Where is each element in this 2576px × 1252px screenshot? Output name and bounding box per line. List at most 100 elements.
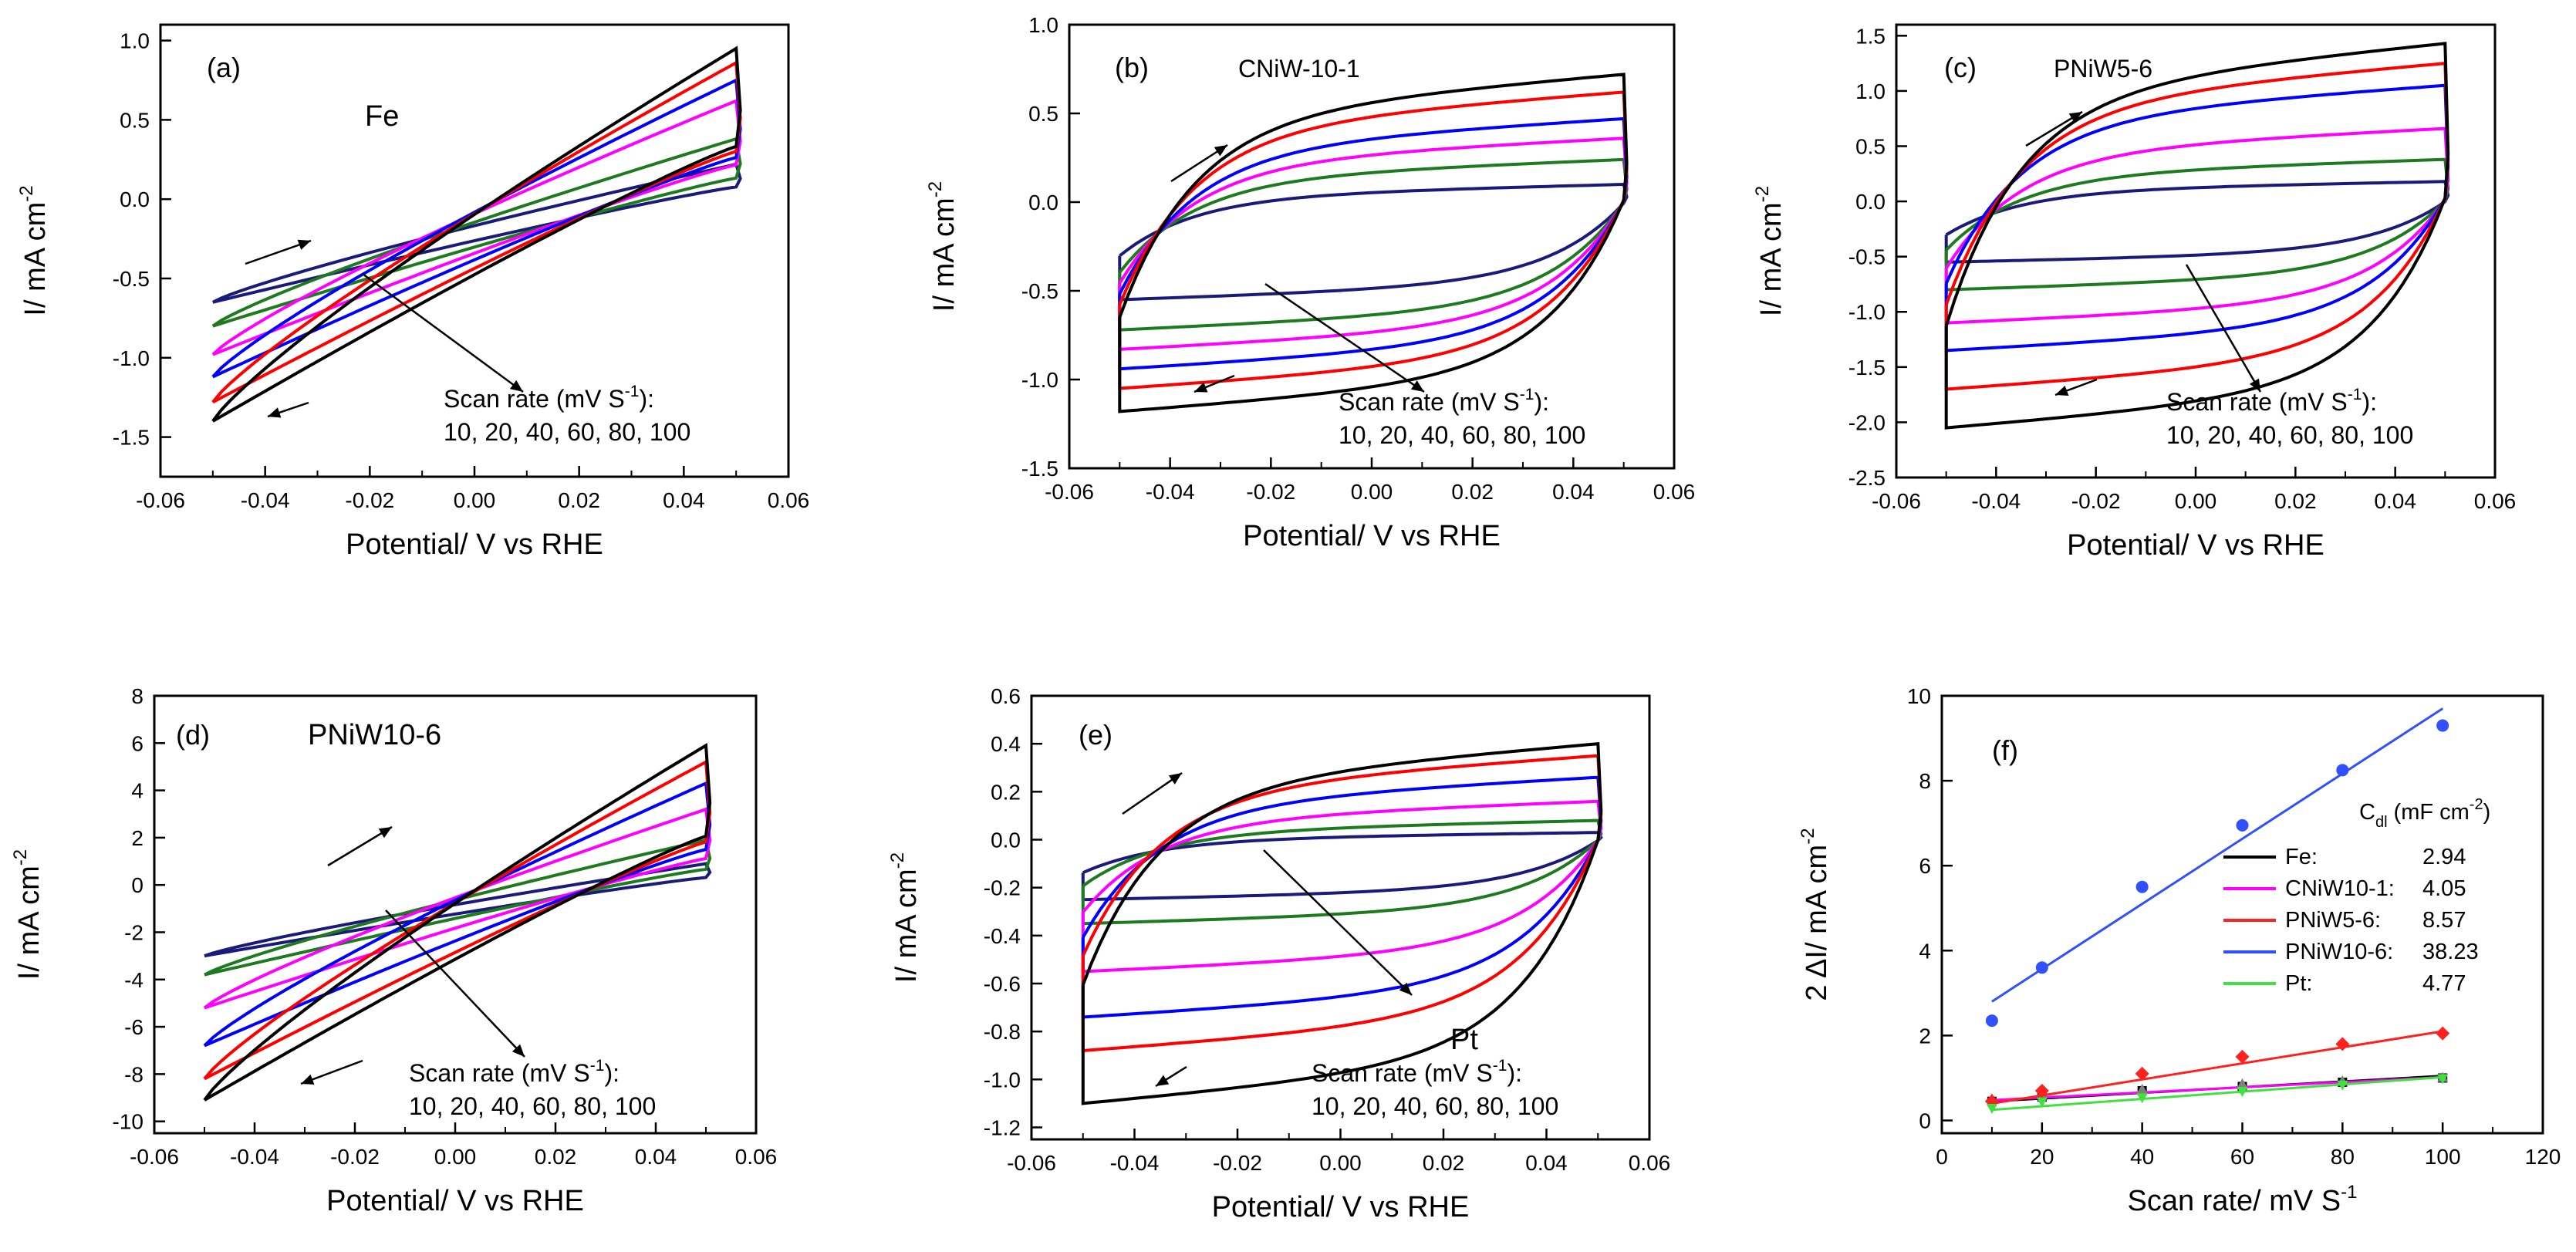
scan-rate-title-sup: -1 — [1520, 386, 1534, 403]
trend-arrow-shaft — [362, 272, 524, 393]
panel-label: (f) — [1992, 734, 2018, 766]
trend-arrow-head — [511, 1044, 525, 1057]
y-tick-label: 0.0 — [120, 187, 150, 211]
scan-rate-title-text: Scan rate (mV S — [1312, 1059, 1493, 1087]
panel-1-axes: -0.06 -0.04 -0.02 0.00 0.02 0.04 0.06 1.0 0.5 0.0… — [925, 13, 1695, 552]
y-tick-label: -0.5 — [113, 267, 150, 291]
scan-rate-title: Scan rate (mV S-1): — [2166, 386, 2377, 416]
x-tick-label: 0.04 — [1552, 480, 1595, 504]
x-tick-label: 0.00 — [1319, 1151, 1362, 1175]
x-axis-label: Potential/ V vs RHE — [346, 528, 603, 561]
panel-label: (a) — [207, 52, 241, 83]
y-tick-label: 6 — [1919, 854, 1931, 878]
y-tick-label: 4 — [1919, 939, 1931, 963]
y-axis-label-text: I/ mA cm — [13, 866, 46, 980]
data-point — [2136, 1083, 2148, 1094]
x-axis-label-text: Potential/ V vs RHE — [1243, 520, 1501, 552]
scan-rate-values: 10, 20, 40, 60, 80, 100 — [2166, 421, 2413, 449]
panel-label: (d) — [176, 719, 210, 751]
trend-arrow-head — [509, 380, 523, 392]
y-axis-label-text: I/ mA cm — [928, 197, 961, 312]
x-tick-label: 120 — [2525, 1145, 2561, 1169]
x-axis-label-text: Potential/ V vs RHE — [2067, 529, 2324, 562]
x-tick-label: 0.00 — [454, 488, 496, 512]
x-tick-label: -0.04 — [241, 488, 290, 512]
scan-rate-values: 10, 20, 40, 60, 80, 100 — [409, 1092, 656, 1120]
legend-title-sub: dl — [2375, 814, 2388, 831]
legend-entry-name: Fe: — [2285, 845, 2318, 869]
data-point — [2236, 818, 2249, 832]
x-tick-label: -0.06 — [130, 1145, 179, 1169]
cv-curve-20-mV-S-1 — [204, 838, 712, 977]
legend-title-c: C — [2359, 800, 2375, 825]
data-point — [2237, 1078, 2248, 1088]
scan-rate-title-sup: -1 — [2348, 386, 2362, 403]
scan-rate-title-end: ): — [639, 385, 654, 413]
panel-f-data — [1984, 707, 2450, 1114]
panel-2-curves — [1944, 42, 2450, 430]
cv-curve-10-mV-S-1 — [1081, 831, 1603, 902]
y-tick-label: 0.0 — [991, 828, 1021, 852]
y-tick-label: -1.0 — [1848, 300, 1886, 324]
y-tick-label: -10 — [113, 1110, 143, 1134]
data-point — [2036, 1097, 2048, 1108]
y-tick-label: 10 — [1907, 684, 1931, 708]
legend-entry-name: PNiW5-6: — [2285, 908, 2381, 933]
panel-label: (b) — [1115, 52, 1149, 83]
x-axis-label-text: Potential/ V vs RHE — [1212, 1191, 1470, 1223]
y-tick-label: 0.5 — [120, 108, 150, 132]
y-axis-label: I/ mA cm-2 — [16, 185, 52, 316]
y-tick-label: 0.5 — [1855, 134, 1886, 158]
scan-rate-title-text: Scan rate (mV S — [1339, 388, 1520, 416]
trend-arrow-head — [2249, 378, 2260, 392]
y-axis-label-sup: -2 — [1798, 828, 1818, 844]
y-axis-label-text: I/ mA cm — [19, 202, 52, 316]
trend-arrow-shaft — [385, 909, 525, 1058]
x-tick-label: -0.02 — [1213, 1151, 1262, 1175]
scan-rate-title: Scan rate (mV S-1): — [409, 1057, 620, 1087]
cv-curve-80-mV-S-1 — [203, 759, 712, 1081]
scan-rate-title-sup: -1 — [625, 383, 640, 400]
y-tick-label: -8 — [124, 1062, 143, 1086]
panel-4-axes: -0.06 -0.04 -0.02 0.00 0.02 0.04 0.06 0.6 0.4 0.2… — [887, 684, 1670, 1223]
legend-title: Cdl (mF cm-2) — [2359, 796, 2490, 831]
cv-curve-100-mV-S-1 — [203, 743, 712, 1102]
legend-entry-value: 4.05 — [2422, 876, 2466, 901]
trend-arrow-shaft — [2185, 264, 2262, 393]
data-point — [2336, 764, 2349, 777]
x-tick-label: 0 — [1936, 1145, 1948, 1169]
trend-arrow-shaft — [1263, 849, 1413, 996]
sample-label: PNiW5-6 — [2054, 55, 2152, 83]
y-tick-label: 6 — [131, 731, 143, 755]
x-axis-label: Potential/ V vs RHE — [326, 1185, 584, 1217]
y-axis-label-sup: -2 — [925, 181, 946, 197]
data-point — [2235, 1049, 2250, 1064]
y-axis-label-text: 2 ΔI/ mA cm — [1801, 845, 1833, 1001]
sweep-forward-arrow-shaft — [327, 825, 393, 867]
y-tick-label: 0 — [1919, 1109, 1931, 1132]
cv-curve-40-mV-S-1 — [211, 98, 742, 356]
panel-0-axes: -0.06 -0.04 -0.02 0.00 0.02 0.04 0.06 1.0 0.5 0.0… — [16, 23, 809, 561]
scan-rate-title-sup: -1 — [590, 1057, 605, 1075]
x-axis-label-text: Potential/ V vs RHE — [326, 1185, 584, 1217]
x-tick-label: -0.02 — [345, 488, 394, 512]
y-axis-label-text: I/ mA cm — [1755, 202, 1788, 316]
sample-label: Fe — [365, 100, 399, 133]
x-tick-label: 0.00 — [1351, 480, 1393, 504]
y-tick-label: 1.5 — [1855, 24, 1886, 48]
x-tick-label: 0.00 — [2175, 489, 2217, 513]
cv-curve-100-mV-S-1 — [1944, 42, 2450, 430]
legend-entry-value: 2.94 — [2422, 845, 2466, 869]
x-tick-label: 0.06 — [735, 1145, 778, 1169]
legend: Cdl (mF cm-2) Fe: 2.94 CNiW10-1: 4.05 PNiW5-6:… — [2223, 796, 2490, 996]
panel-label: (c) — [1944, 52, 1977, 83]
y-tick-label: -2 — [124, 920, 143, 944]
x-tick-label: 0.04 — [635, 1145, 677, 1169]
x-axis-label-text: Scan rate/ mV S — [2127, 1185, 2341, 1217]
scan-rate-title-text: Scan rate (mV S — [409, 1059, 590, 1087]
y-tick-label: -1.0 — [113, 346, 150, 370]
y-tick-label: 0.0 — [1028, 191, 1058, 214]
x-tick-label: 0.06 — [2474, 489, 2517, 513]
cv-curve-80-mV-S-1 — [1944, 61, 2450, 391]
fit-line — [1991, 1030, 2443, 1105]
